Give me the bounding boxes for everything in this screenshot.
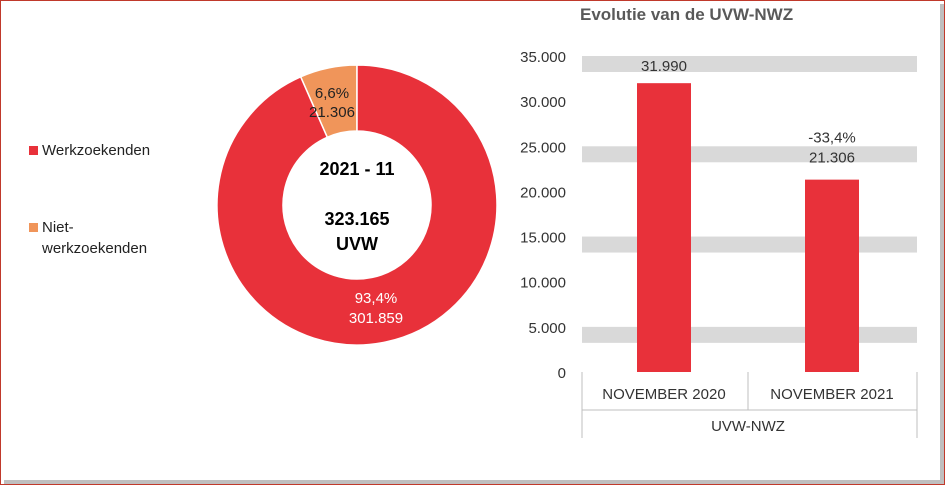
grid-band [582, 56, 917, 72]
slice-label-pct: 93,4% [355, 290, 398, 307]
bar-1 [637, 83, 691, 373]
y-tick-label: 20.000 [520, 184, 566, 201]
frame-shadow [940, 4, 944, 484]
chart-title: Evolutie van de UVW-NWZ [580, 5, 794, 24]
legend-item-niet-werkzoekenden-line2: werkzoekenden [42, 239, 147, 259]
bar-data-label: 31.990 [641, 58, 687, 75]
x-axis-group-label: UVW-NWZ [711, 418, 785, 435]
grid-band [582, 326, 917, 343]
slice-label-pct: 6,6% [315, 85, 349, 102]
grid-band [582, 236, 917, 253]
slice-label-value: 21.306 [309, 104, 355, 121]
legend-label: Niet- [42, 219, 74, 236]
grid-band [582, 146, 917, 163]
legend-swatch-red [29, 146, 38, 155]
bar-data-label: -33,4% [808, 130, 856, 147]
y-tick-label: 35.000 [520, 49, 566, 66]
x-tick-label: NOVEMBER 2021 [770, 386, 893, 403]
legend-label: werkzoekenden [42, 240, 148, 257]
y-tick-label: 5.000 [528, 320, 566, 337]
legend-swatch-orange [29, 223, 38, 232]
bar-2 [805, 179, 859, 372]
donut-slice-werkzoekenden [216, 64, 498, 346]
donut-center-total: 323.165 [324, 209, 389, 229]
bar-data-label: 21.306 [809, 150, 855, 167]
donut-center-unit: UVW [336, 234, 378, 254]
y-tick-label: 10.000 [520, 275, 566, 292]
y-tick-label: 25.000 [520, 139, 566, 156]
legend-item-werkzoekenden: Werkzoekenden [29, 141, 150, 161]
y-tick-label: 0 [558, 365, 566, 382]
y-tick-label: 30.000 [520, 94, 566, 111]
legend-item-niet-werkzoekenden: Niet- [29, 218, 74, 238]
x-tick-label: NOVEMBER 2020 [602, 386, 725, 403]
y-tick-label: 15.000 [520, 230, 566, 247]
frame-shadow [4, 480, 944, 484]
slice-label-value: 301.859 [349, 310, 403, 327]
donut-center-period: 2021 - 11 [319, 159, 394, 179]
legend-label: Werkzoekenden [42, 142, 151, 159]
